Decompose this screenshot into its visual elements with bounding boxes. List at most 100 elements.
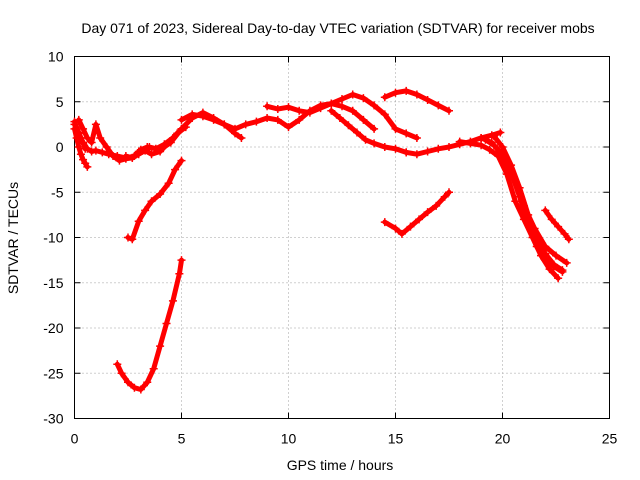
data-point bbox=[335, 114, 344, 123]
data-point bbox=[547, 215, 556, 224]
data-point bbox=[344, 121, 353, 130]
data-point bbox=[532, 231, 541, 240]
data-point bbox=[295, 115, 304, 124]
x-tick-label: 5 bbox=[178, 431, 186, 447]
data-point bbox=[348, 90, 357, 99]
data-point bbox=[164, 179, 173, 188]
data-point bbox=[117, 369, 126, 378]
data-point bbox=[109, 152, 118, 161]
data-point bbox=[305, 108, 314, 117]
y-tick-label: 5 bbox=[56, 94, 64, 110]
data-point bbox=[149, 364, 158, 373]
data-point bbox=[124, 233, 132, 242]
x-tick-label: 20 bbox=[495, 431, 511, 447]
data-point bbox=[359, 115, 368, 124]
data-point bbox=[136, 385, 145, 394]
data-point bbox=[156, 342, 165, 351]
data-point bbox=[477, 141, 486, 150]
data-point bbox=[496, 128, 505, 137]
data-point bbox=[231, 129, 239, 138]
data-point bbox=[147, 150, 156, 159]
data-point bbox=[423, 147, 432, 156]
data-point bbox=[156, 145, 165, 154]
data-point bbox=[156, 190, 165, 199]
data-point bbox=[263, 102, 272, 111]
x-tick-label: 10 bbox=[281, 431, 297, 447]
y-axis-label: SDTVAR / TECUs bbox=[5, 182, 21, 294]
data-point bbox=[440, 192, 449, 201]
data-point bbox=[327, 99, 336, 108]
data-point bbox=[284, 103, 293, 112]
data-point bbox=[177, 256, 186, 265]
data-point bbox=[273, 104, 282, 113]
data-point bbox=[87, 138, 96, 147]
data-point bbox=[295, 106, 304, 115]
y-tick-label: -30 bbox=[43, 411, 63, 427]
data-point bbox=[402, 86, 411, 95]
data-point bbox=[498, 143, 507, 151]
data-point bbox=[70, 117, 79, 126]
data-point bbox=[445, 106, 453, 115]
data-point bbox=[445, 188, 453, 197]
data-point bbox=[316, 104, 325, 113]
data-point bbox=[76, 133, 85, 142]
data-point bbox=[188, 110, 197, 119]
x-tick-label: 25 bbox=[602, 431, 618, 447]
data-point bbox=[91, 146, 100, 155]
data-point bbox=[481, 135, 490, 144]
data-point bbox=[359, 94, 368, 103]
data-point bbox=[370, 101, 379, 110]
data-point bbox=[515, 183, 524, 192]
data-point bbox=[554, 274, 563, 283]
data-point bbox=[415, 215, 424, 224]
data-point bbox=[434, 144, 443, 153]
y-tick-label: -25 bbox=[43, 365, 63, 381]
data-point bbox=[434, 101, 443, 110]
chart-title: Day 071 of 2023, Sidereal Day-to-day VTE… bbox=[81, 20, 594, 36]
data-point bbox=[511, 197, 520, 206]
data-point bbox=[489, 132, 498, 141]
data-point bbox=[412, 133, 421, 142]
data-point bbox=[115, 156, 124, 165]
y-tick-label: 10 bbox=[48, 49, 64, 65]
data-point bbox=[423, 95, 432, 104]
data-point bbox=[380, 93, 389, 102]
data-point bbox=[370, 139, 379, 148]
data-point bbox=[338, 102, 346, 111]
data-point bbox=[273, 115, 282, 124]
data-point bbox=[545, 265, 554, 274]
data-point bbox=[198, 112, 207, 121]
data-point bbox=[391, 224, 400, 233]
data-point bbox=[391, 144, 400, 153]
data-point bbox=[113, 360, 122, 369]
data-point bbox=[76, 150, 85, 159]
data-point bbox=[554, 222, 563, 231]
data-point bbox=[370, 124, 379, 133]
data-point bbox=[168, 296, 177, 305]
data-point bbox=[241, 120, 250, 129]
series-track-10 bbox=[403, 130, 503, 157]
y-tick-label: -10 bbox=[43, 230, 63, 246]
series-group bbox=[70, 86, 573, 394]
x-tick-label: 15 bbox=[388, 431, 404, 447]
data-point bbox=[141, 206, 150, 215]
data-point bbox=[177, 156, 186, 165]
data-point bbox=[552, 251, 560, 260]
data-point bbox=[72, 123, 81, 132]
data-point bbox=[175, 269, 184, 278]
data-point bbox=[327, 106, 336, 115]
data-point bbox=[166, 138, 175, 147]
data-point bbox=[134, 147, 143, 156]
data-point bbox=[145, 143, 154, 151]
data-point bbox=[423, 208, 432, 217]
y-tick-label: -20 bbox=[43, 320, 63, 336]
series-track-16 bbox=[125, 158, 184, 242]
data-point bbox=[147, 197, 156, 206]
data-point bbox=[380, 143, 389, 151]
data-point bbox=[391, 88, 400, 97]
data-point bbox=[524, 210, 533, 219]
series-track-13 bbox=[482, 137, 565, 275]
data-point bbox=[128, 235, 137, 244]
data-point bbox=[352, 128, 361, 137]
